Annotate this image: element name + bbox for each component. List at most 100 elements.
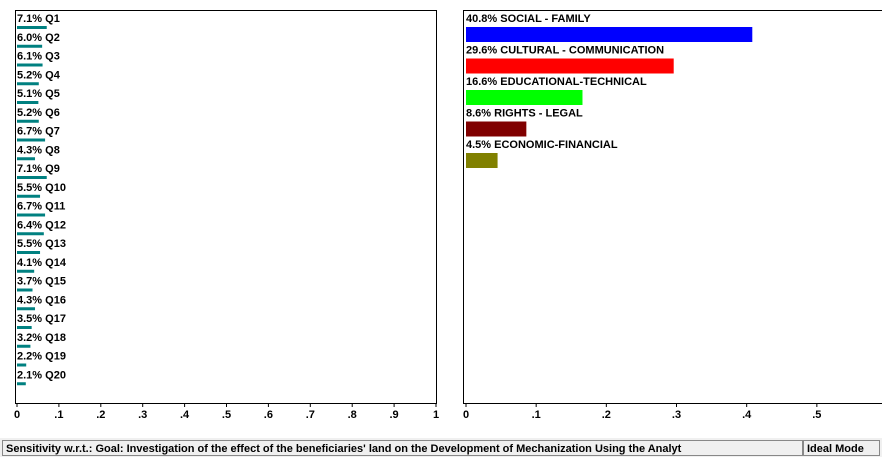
- category-label: Q8: [45, 144, 60, 156]
- x-tick-label: .5: [222, 409, 231, 421]
- bar: [17, 269, 35, 273]
- category-label: Q10: [45, 182, 66, 194]
- x-tick-label: .2: [96, 409, 105, 421]
- bar: [466, 27, 753, 42]
- bar: [17, 44, 43, 48]
- category-label: Q20: [45, 369, 66, 381]
- bar: [17, 232, 44, 236]
- bar: [17, 344, 31, 348]
- value-label: 6.7%: [17, 200, 42, 212]
- bar-label: 29.6% CULTURAL - COMMUNICATION: [466, 44, 664, 56]
- value-label: 2.2%: [17, 350, 42, 362]
- bar: [17, 251, 41, 254]
- bar: [17, 101, 39, 104]
- value-label: 4.3%: [17, 294, 42, 306]
- x-tick-label: 0: [14, 409, 20, 421]
- bar-label: 3.7% Q15: [17, 275, 66, 287]
- x-tick-label: .1: [54, 409, 63, 421]
- x-tick-label: .1: [532, 409, 541, 421]
- value-label: 5.2%: [17, 107, 42, 119]
- bar-label: 2.1% Q20: [17, 369, 66, 381]
- bar-label: 6.7% Q7: [17, 125, 60, 137]
- bar-label: 6.7% Q11: [17, 200, 65, 212]
- bar: [17, 213, 46, 217]
- value-label: 7.1%: [17, 13, 42, 25]
- category-label: Q15: [45, 275, 66, 287]
- category-label: Q9: [45, 163, 60, 175]
- bar: [466, 153, 498, 168]
- x-tick-label: .3: [138, 409, 147, 421]
- category-label: Q7: [45, 125, 60, 137]
- category-label: Q11: [45, 200, 65, 212]
- left-panel: [15, 10, 437, 404]
- right-panel: [463, 10, 882, 404]
- status-bar: [0, 438, 882, 457]
- bar: [17, 194, 41, 198]
- x-tick-label: .2: [602, 409, 611, 421]
- value-label: 4.1%: [17, 257, 42, 269]
- value-label: 4.3%: [17, 144, 42, 156]
- x-tick-label: .4: [180, 409, 190, 421]
- bar-label: 7.1% Q1: [17, 13, 60, 25]
- value-label: 2.1%: [17, 369, 42, 381]
- category-label: Q2: [45, 32, 60, 44]
- bar-label: 4.5% ECONOMIC-FINANCIAL: [466, 139, 618, 151]
- bar: [17, 26, 47, 29]
- bar: [17, 82, 39, 86]
- value-label: 6.7%: [17, 125, 42, 137]
- category-label: EDUCATIONAL-TECHNICAL: [500, 76, 647, 88]
- mode-text: Ideal Mode: [807, 443, 864, 455]
- category-label: Q16: [45, 294, 66, 306]
- x-tick-label: 0: [463, 409, 469, 421]
- category-label: Q3: [45, 50, 60, 62]
- value-label: 6.4%: [17, 219, 42, 231]
- category-label: Q19: [45, 350, 66, 362]
- value-label: 7.1%: [17, 163, 42, 175]
- bar: [466, 121, 527, 137]
- value-label: 5.5%: [17, 238, 42, 250]
- bar-label: 6.0% Q2: [17, 32, 60, 44]
- x-tick-label: .8: [348, 409, 357, 421]
- value-label: 29.6%: [466, 44, 497, 56]
- value-label: 5.1%: [17, 88, 42, 100]
- bar-label: 3.2% Q18: [17, 332, 66, 344]
- bar-label: 5.5% Q10: [17, 182, 66, 194]
- bar-label: 8.6% RIGHTS - LEGAL: [466, 107, 583, 119]
- bar: [17, 326, 32, 329]
- bar: [466, 90, 583, 105]
- category-label: Q18: [45, 332, 66, 344]
- bar: [17, 138, 46, 142]
- value-label: 3.7%: [17, 275, 42, 287]
- bar-label: 4.3% Q16: [17, 294, 66, 306]
- bar: [17, 119, 39, 123]
- bar: [17, 307, 36, 311]
- value-label: 6.0%: [17, 32, 42, 44]
- category-label: Q6: [45, 107, 60, 119]
- bar: [17, 288, 33, 292]
- bar-label: 2.2% Q19: [17, 350, 66, 362]
- category-label: Q13: [45, 238, 66, 250]
- bar-label: 5.5% Q13: [17, 238, 66, 250]
- value-label: 3.2%: [17, 332, 42, 344]
- bar: [17, 63, 43, 67]
- category-label: ECONOMIC-FINANCIAL: [494, 139, 618, 151]
- category-label: Q12: [45, 219, 66, 231]
- bar: [17, 157, 36, 161]
- category-label: SOCIAL - FAMILY: [500, 13, 591, 25]
- x-tick-label: .3: [672, 409, 681, 421]
- bar-label: 4.3% Q8: [17, 144, 60, 156]
- category-label: Q17: [45, 313, 66, 325]
- bar-label: 40.8% SOCIAL - FAMILY: [466, 13, 591, 25]
- value-label: 5.2%: [17, 69, 42, 81]
- x-tick-label: .4: [742, 409, 752, 421]
- status-text: Sensitivity w.r.t.: Goal: Investigation …: [6, 443, 682, 455]
- category-label: RIGHTS - LEGAL: [494, 107, 583, 119]
- x-tick-label: .7: [306, 409, 315, 421]
- bar-label: 6.4% Q12: [17, 219, 66, 231]
- x-tick-label: .6: [264, 409, 273, 421]
- bar-label: 6.1% Q3: [17, 50, 60, 62]
- value-label: 3.5%: [17, 313, 42, 325]
- bar-label: 4.1% Q14: [17, 257, 67, 269]
